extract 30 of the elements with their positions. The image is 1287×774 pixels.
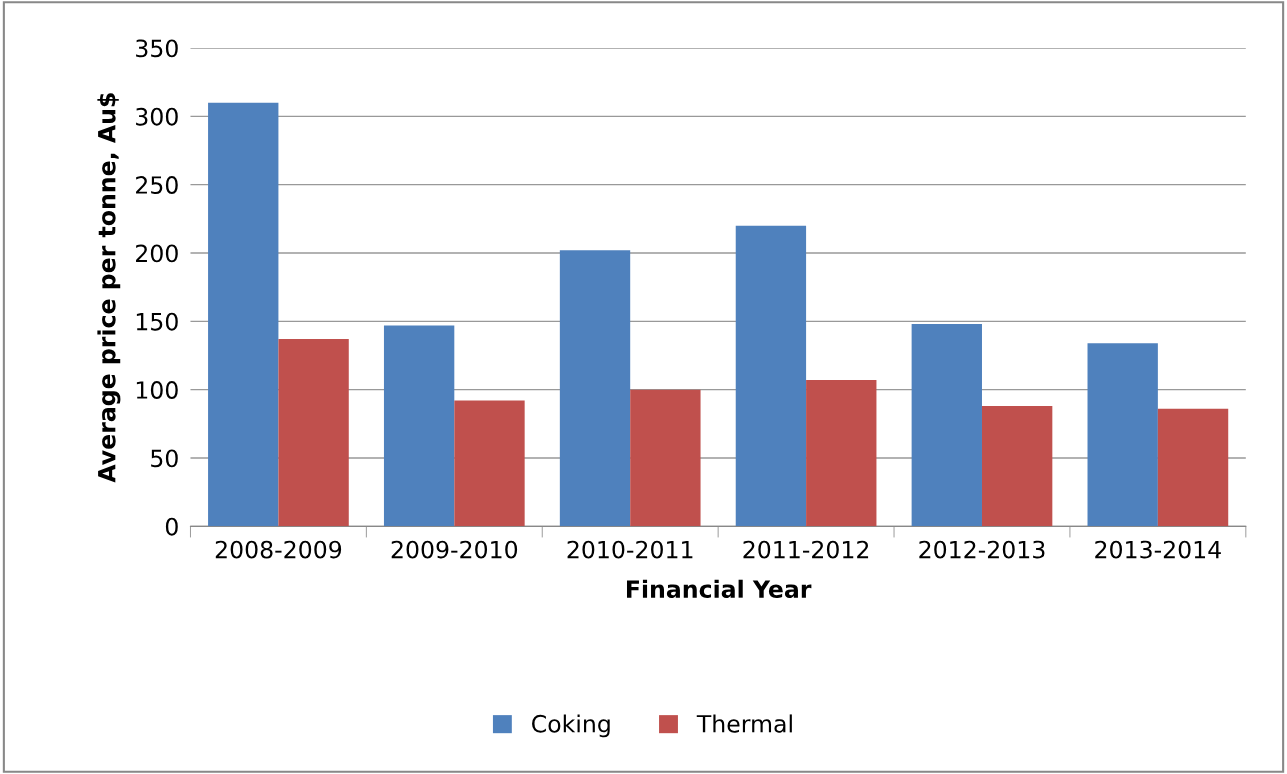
- legend-label: Coking: [532, 714, 610, 738]
- bar: [981, 406, 1053, 527]
- x-axis-title: Financial Year: [626, 579, 812, 598]
- bar: [630, 389, 701, 527]
- x-tick-label: 2008-2009: [215, 540, 342, 559]
- bar: [735, 225, 807, 527]
- x-tick-label: 2013-2014: [1095, 540, 1221, 559]
- bar: [278, 339, 349, 527]
- bar: [208, 102, 279, 527]
- bar: [559, 250, 631, 527]
- bar: [1157, 408, 1229, 527]
- y-axis-title: Average price per tonne, Au$: [97, 93, 121, 483]
- legend-label: Thermal: [696, 714, 792, 733]
- x-tick-label: 2012-2013: [919, 540, 1045, 559]
- x-tick-label: 2010-2011: [567, 540, 693, 559]
- y-tick-label: 200: [136, 244, 178, 263]
- x-tick-label: 2011-2012: [743, 540, 869, 559]
- bar: [1087, 343, 1158, 527]
- y-tick-label: 350: [136, 39, 178, 58]
- y-tick-label: 300: [136, 107, 178, 126]
- bar: [454, 400, 525, 527]
- x-tick-label: 2009-2010: [391, 540, 518, 559]
- y-tick-label: 150: [136, 312, 178, 331]
- bar: [383, 325, 455, 527]
- y-tick-label: 0: [165, 517, 178, 536]
- bar: [806, 380, 877, 527]
- y-tick-label: 250: [136, 176, 178, 194]
- bar: [911, 324, 982, 527]
- y-tick-label: 100: [136, 381, 178, 399]
- y-tick-label: 50: [151, 449, 178, 468]
